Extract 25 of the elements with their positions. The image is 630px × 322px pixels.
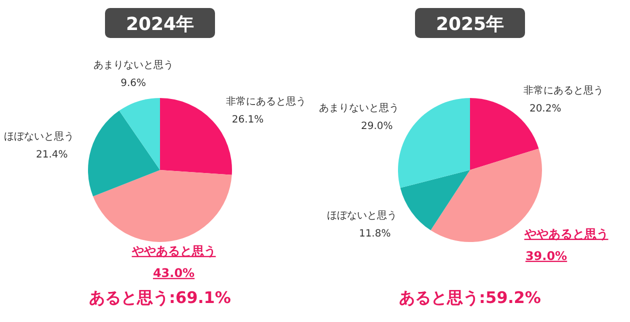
data-label: 29.0% xyxy=(360,120,393,132)
data-label: 9.6% xyxy=(120,78,146,90)
pie-slice xyxy=(400,170,470,230)
slice-label: あまりないと思う xyxy=(93,60,174,72)
pie-slice xyxy=(398,98,470,188)
slice-label: ほぼないと思う xyxy=(4,132,74,143)
text: あると思う:59.2% xyxy=(399,288,541,307)
data-label: 26.1% xyxy=(232,114,264,126)
pie-slice xyxy=(93,170,232,242)
slice-label: 非常にあると思う xyxy=(226,96,306,108)
data-label: 39.0% xyxy=(525,248,568,263)
chart-title: 2024年 xyxy=(126,14,194,35)
data-label: 43.0% xyxy=(152,266,195,280)
slice-label: 非常にあると思う xyxy=(523,84,604,97)
data-label: 20.2% xyxy=(529,104,562,115)
pie-slice xyxy=(88,110,160,196)
chart-title: 2025年 xyxy=(436,14,504,35)
data-label: 11.8% xyxy=(358,228,391,240)
slice-label: ややあると思う xyxy=(523,226,608,241)
slice-label: あまりないと思う xyxy=(318,102,399,114)
data-label: 21.4% xyxy=(36,150,68,161)
slice-label: ややあると思う xyxy=(130,244,216,258)
pie-slice xyxy=(119,98,160,170)
slice-label: ほぼないと思う xyxy=(326,210,397,222)
text: あると思う:69.1% xyxy=(89,288,231,307)
